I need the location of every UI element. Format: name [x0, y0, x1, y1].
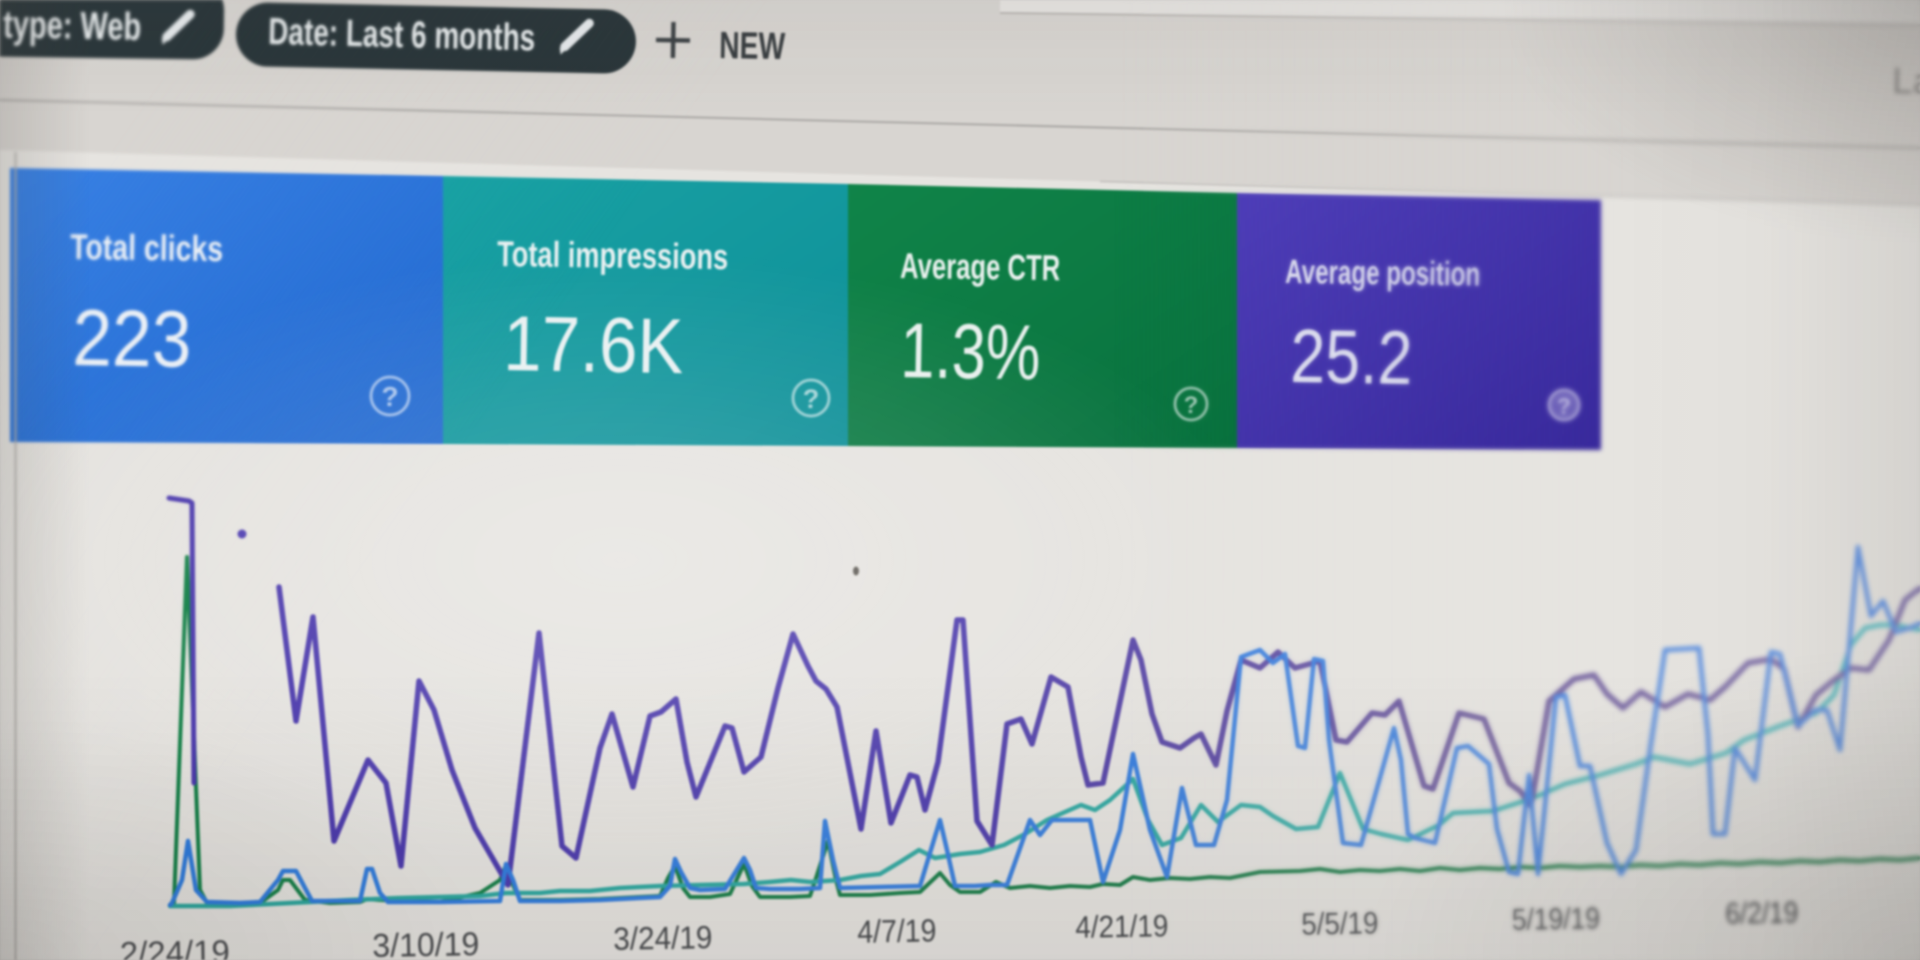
svg-text:La: La: [1892, 60, 1920, 102]
svg-text:4/21/19: 4/21/19: [1075, 908, 1169, 945]
svg-text:?: ?: [1184, 392, 1199, 419]
svg-text:NEW: NEW: [719, 25, 786, 68]
svg-text:Average CTR: Average CTR: [900, 245, 1061, 288]
svg-text:3/24/19: 3/24/19: [613, 919, 713, 957]
svg-text:?: ?: [381, 381, 398, 412]
svg-text:Total impressions: Total impressions: [497, 233, 729, 277]
svg-text:?: ?: [803, 384, 820, 414]
svg-text:Total clicks: Total clicks: [70, 226, 224, 269]
svg-text:3/10/19: 3/10/19: [372, 925, 480, 960]
svg-text:25.2: 25.2: [1290, 314, 1413, 401]
svg-text:4/7/19: 4/7/19: [857, 912, 937, 949]
svg-text:223: 223: [72, 293, 192, 384]
svg-text:type: Web: type: Web: [3, 4, 142, 49]
svg-text:5/19/19: 5/19/19: [1512, 902, 1601, 937]
svg-text:2/24/19: 2/24/19: [119, 933, 230, 960]
svg-text:Average position: Average position: [1285, 253, 1481, 294]
svg-text:?: ?: [1557, 393, 1571, 419]
svg-text:6/2/19: 6/2/19: [1725, 896, 1799, 930]
svg-text:5/5/19: 5/5/19: [1301, 905, 1379, 941]
svg-text:Date: Last 6 months: Date: Last 6 months: [268, 11, 536, 60]
svg-text:17.6K: 17.6K: [503, 299, 685, 390]
svg-text:1.3%: 1.3%: [900, 306, 1042, 396]
